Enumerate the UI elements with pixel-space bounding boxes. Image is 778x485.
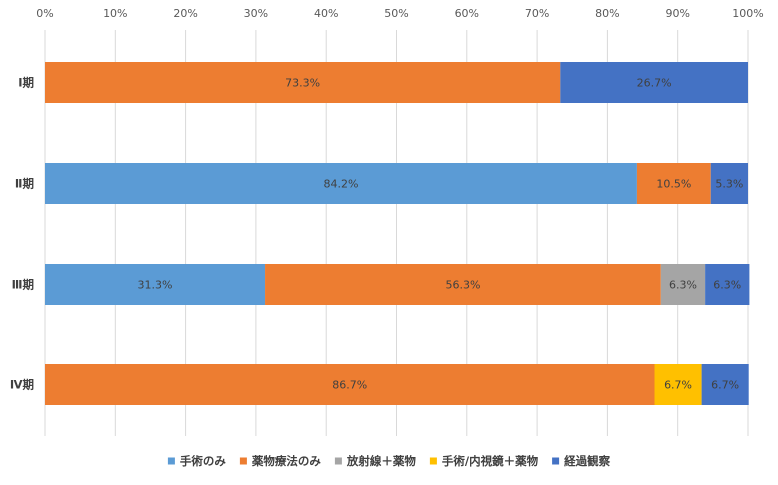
legend: 手術のみ 薬物療法のみ 放射線＋薬物 手術/内視鏡＋薬物 経過観察 xyxy=(167,454,611,468)
bar-segment xyxy=(660,264,706,305)
legend-label: 手術/内視鏡＋薬物 xyxy=(442,454,539,468)
category-labels: Ⅰ期 Ⅱ期 Ⅲ期 Ⅳ期 xyxy=(10,76,34,392)
data-label: 5.3% xyxy=(715,178,743,191)
bar-segment xyxy=(560,62,748,103)
data-label: 10.5% xyxy=(656,178,691,191)
bars xyxy=(45,62,750,405)
data-label: 26.7% xyxy=(637,77,672,90)
x-tick-label: 60% xyxy=(455,7,479,20)
x-tick-label: 30% xyxy=(244,7,268,20)
legend-label: 放射線＋薬物 xyxy=(346,454,416,468)
x-tick-label: 40% xyxy=(314,7,338,20)
bar-segment xyxy=(654,364,702,405)
data-label: 6.7% xyxy=(664,379,692,392)
data-label: 6.3% xyxy=(669,279,697,292)
bar-segment xyxy=(45,62,561,103)
bar-segment xyxy=(705,264,750,305)
bar-segment xyxy=(45,364,655,405)
legend-label: 手術のみ xyxy=(180,454,226,468)
legend-swatch xyxy=(429,457,437,465)
x-tick-label: 0% xyxy=(36,7,53,20)
bar-segment xyxy=(45,163,637,204)
data-label: 73.3% xyxy=(285,77,320,90)
bar-segment xyxy=(636,163,711,204)
bar-segment xyxy=(45,264,266,305)
x-axis-ticks: 0% 10% 20% 30% 40% 50% 60% 70% 80% 90% 100% xyxy=(36,7,763,20)
category-label: Ⅳ期 xyxy=(10,378,34,392)
x-tick-label: 100% xyxy=(732,7,763,20)
legend-label: 経過観察 xyxy=(564,454,610,468)
data-label: 6.7% xyxy=(711,379,739,392)
data-label: 84.2% xyxy=(323,178,358,191)
category-label: Ⅱ期 xyxy=(15,177,34,191)
x-tick-label: 20% xyxy=(173,7,197,20)
x-tick-label: 80% xyxy=(595,7,619,20)
data-label: 86.7% xyxy=(332,379,367,392)
x-tick-label: 90% xyxy=(665,7,689,20)
legend-swatch xyxy=(334,457,342,465)
legend-swatch xyxy=(167,457,175,465)
bar-segment xyxy=(265,264,661,305)
data-label: 31.3% xyxy=(138,279,173,292)
legend-swatch xyxy=(239,457,247,465)
data-label: 6.3% xyxy=(713,279,741,292)
legend-label: 薬物療法のみ xyxy=(251,454,321,468)
bar-segment xyxy=(701,364,749,405)
category-label: Ⅲ期 xyxy=(12,278,34,292)
data-labels: 73.3% 26.7% 84.2% 10.5% 5.3% 31.3% 56.3% 6.3% 6.… xyxy=(138,77,744,392)
legend-swatch xyxy=(552,457,560,465)
data-label: 56.3% xyxy=(445,279,480,292)
x-tick-label: 70% xyxy=(525,7,549,20)
category-label: Ⅰ期 xyxy=(18,76,34,90)
x-tick-label: 50% xyxy=(384,7,408,20)
x-tick-label: 10% xyxy=(103,7,127,20)
bar-segment xyxy=(710,163,748,204)
